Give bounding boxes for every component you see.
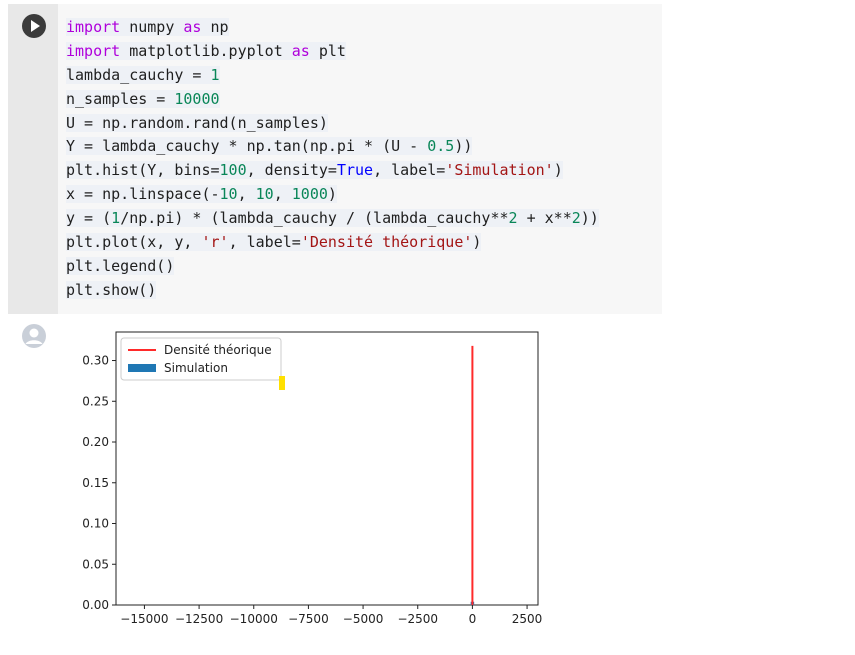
x-tick-label: −12500 [175,612,223,626]
y-tick-label: 0.15 [82,476,109,490]
code-line: plt.hist(Y, bins=100, density=True, labe… [66,161,563,180]
code-line: y = (1/np.pi) * (lambda_cauchy / (lambda… [66,209,599,228]
code-cell[interactable]: import numpy as np import matplotlib.pypl… [8,4,662,314]
y-tick-label: 0.00 [82,598,109,612]
x-tick-label: −15000 [120,612,168,626]
code-line: n_samples = 10000 [66,89,220,108]
x-tick-label: 2500 [512,612,543,626]
code-line: import matplotlib.pyplot as plt [66,41,346,60]
code-line: U = np.random.rand(n_samples) [66,113,328,132]
x-tick-label: −5000 [343,612,384,626]
legend-label-simulation: Simulation [164,361,228,375]
user-avatar-icon[interactable] [22,324,46,348]
run-cell-button[interactable] [22,14,46,38]
cell-gutter [8,4,58,314]
y-tick-label: 0.10 [82,517,109,531]
output-gutter [8,314,58,648]
x-tick-label: −2500 [397,612,438,626]
output-area: 0.00 0.05 0.10 0.15 0.20 0.25 0.30 −15000 −12500… [8,314,662,648]
code-line: import numpy as np [66,18,229,36]
yellow-highlight-mark [279,376,285,390]
code-editor[interactable]: import numpy as np import matplotlib.pypl… [66,16,599,303]
code-line: plt.show() [66,280,157,299]
y-tick-label: 0.25 [82,394,109,408]
x-tick-label: −7500 [288,612,329,626]
x-tick-label: 0 [469,612,477,626]
x-tick-label: −10000 [230,612,278,626]
legend-box [120,337,282,381]
code-line: plt.plot(x, y, 'r', label='Densité théor… [66,233,482,252]
y-tick-label: 0.20 [82,435,109,449]
legend-label-density: Densité théorique [164,343,272,357]
code-line: x = np.linspace(-10, 10, 1000) [66,185,337,204]
legend-bar-swatch [128,364,156,372]
code-line: plt.legend() [66,256,175,275]
y-tick-label: 0.30 [82,354,109,368]
y-tick-label: 0.05 [82,557,109,571]
play-icon [31,20,40,32]
code-line: lambda_cauchy = 1 [66,65,220,84]
code-line: Y = lambda_cauchy * np.tan(np.pi * (U - … [66,137,473,156]
histogram-plot: 0.00 0.05 0.10 0.15 0.20 0.25 0.30 −15000 −12500… [82,331,543,626]
